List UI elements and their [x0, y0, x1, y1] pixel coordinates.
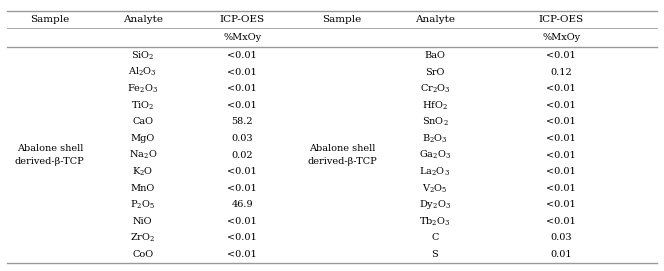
Text: ICP-OES: ICP-OES [539, 15, 584, 24]
Text: 0.01: 0.01 [550, 250, 572, 259]
Text: <0.01: <0.01 [228, 84, 257, 93]
Text: ICP-OES: ICP-OES [220, 15, 265, 24]
Text: <0.01: <0.01 [546, 151, 576, 160]
Text: <0.01: <0.01 [546, 134, 576, 143]
Text: S: S [432, 250, 438, 259]
Text: <0.01: <0.01 [228, 101, 257, 110]
Text: K$_2$O: K$_2$O [132, 165, 153, 178]
Text: SrO: SrO [425, 68, 445, 77]
Text: SnO$_2$: SnO$_2$ [422, 116, 448, 128]
Text: Al$_2$O$_3$: Al$_2$O$_3$ [128, 66, 157, 78]
Text: HfO$_2$: HfO$_2$ [422, 99, 448, 112]
Text: 0.12: 0.12 [550, 68, 572, 77]
Text: <0.01: <0.01 [228, 217, 257, 226]
Text: <0.01: <0.01 [228, 51, 257, 60]
Text: <0.01: <0.01 [546, 184, 576, 193]
Text: B$_2$O$_3$: B$_2$O$_3$ [422, 132, 448, 145]
Text: <0.01: <0.01 [228, 184, 257, 193]
Text: Abalone shell
derived-β-TCP: Abalone shell derived-β-TCP [15, 144, 85, 166]
Text: <0.01: <0.01 [546, 200, 576, 209]
Text: BaO: BaO [424, 51, 446, 60]
Text: 0.02: 0.02 [232, 151, 253, 160]
Text: Fe$_2$O$_3$: Fe$_2$O$_3$ [127, 83, 158, 95]
Text: Cr$_2$O$_3$: Cr$_2$O$_3$ [420, 83, 450, 95]
Text: <0.01: <0.01 [546, 84, 576, 93]
Text: <0.01: <0.01 [546, 217, 576, 226]
Text: NiO: NiO [133, 217, 153, 226]
Text: 58.2: 58.2 [232, 117, 253, 127]
Text: 46.9: 46.9 [232, 200, 253, 209]
Text: 0.03: 0.03 [232, 134, 253, 143]
Text: 0.03: 0.03 [550, 234, 572, 243]
Text: <0.01: <0.01 [546, 51, 576, 60]
Text: Na$_2$O: Na$_2$O [129, 149, 157, 161]
Text: CoO: CoO [132, 250, 153, 259]
Text: %MxOy: %MxOy [542, 33, 580, 42]
Text: Dy$_2$O$_3$: Dy$_2$O$_3$ [419, 198, 451, 211]
Text: P$_2$O$_5$: P$_2$O$_5$ [130, 199, 155, 211]
Text: <0.01: <0.01 [228, 234, 257, 243]
Text: TiO$_2$: TiO$_2$ [131, 99, 155, 112]
Text: MgO: MgO [131, 134, 155, 143]
Text: Tb$_2$O$_3$: Tb$_2$O$_3$ [419, 215, 451, 228]
Text: Analyte: Analyte [415, 15, 455, 24]
Text: <0.01: <0.01 [228, 250, 257, 259]
Text: Analyte: Analyte [123, 15, 163, 24]
Text: %MxOy: %MxOy [223, 33, 262, 42]
Text: CaO: CaO [132, 117, 153, 127]
Text: Abalone shell
derived-β-TCP: Abalone shell derived-β-TCP [307, 144, 377, 166]
Text: ZrO$_2$: ZrO$_2$ [130, 232, 155, 244]
Text: V$_2$O$_5$: V$_2$O$_5$ [422, 182, 448, 195]
Text: SiO$_2$: SiO$_2$ [131, 49, 155, 62]
Text: MnO: MnO [131, 184, 155, 193]
Text: <0.01: <0.01 [228, 68, 257, 77]
Text: Ga$_2$O$_3$: Ga$_2$O$_3$ [419, 149, 451, 161]
Text: <0.01: <0.01 [546, 117, 576, 127]
Text: <0.01: <0.01 [228, 167, 257, 176]
Text: Sample: Sample [322, 15, 362, 24]
Text: <0.01: <0.01 [546, 167, 576, 176]
Text: Sample: Sample [30, 15, 70, 24]
Text: C: C [431, 234, 439, 243]
Text: <0.01: <0.01 [546, 101, 576, 110]
Text: La$_2$O$_3$: La$_2$O$_3$ [420, 165, 450, 178]
